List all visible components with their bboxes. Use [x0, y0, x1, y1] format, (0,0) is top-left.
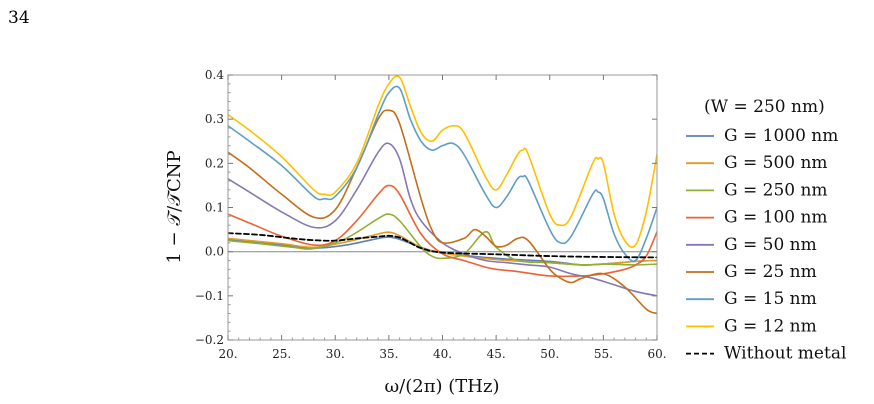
legend: (W = 250 nm) G = 1000 nm G = 500 nm G = 25… [686, 97, 846, 364]
plot-frame [227, 74, 658, 341]
x-tick-label: 25. [272, 347, 291, 361]
legend-label: G = 500 nm [724, 153, 828, 173]
ticks-layer: 20. 25. 30. 35. 40. 45. 50. 55. 60. −0.2 −0.1 0.0 0.… [195, 68, 667, 361]
legend-label: Without metal [724, 344, 846, 364]
y-tick-label: 0.4 [205, 68, 224, 82]
y-tick-label: 0.3 [205, 112, 224, 126]
x-tick-label: 35. [379, 347, 398, 361]
legend-label: G = 50 nm [724, 235, 817, 255]
x-tick-label: 60. [647, 347, 666, 361]
legend-label: G = 1000 nm [724, 126, 838, 146]
legend-label: G = 250 nm [724, 180, 828, 200]
series-line-2 [228, 213, 657, 266]
x-axis-label: ω/(2π) (THz) [384, 376, 499, 397]
y-tick-label: 0.2 [205, 156, 224, 170]
x-tick-label: 55. [594, 347, 613, 361]
legend-label: G = 100 nm [724, 208, 828, 228]
legend-title: (W = 250 nm) [704, 97, 825, 117]
y-tick-label: −0.2 [195, 333, 224, 347]
series-line-0 [228, 236, 657, 266]
series-line-7 [228, 75, 657, 248]
series-line-3 [228, 184, 657, 278]
x-tick-label: 45. [487, 347, 506, 361]
x-tick-label: 50. [540, 347, 559, 361]
x-tick-label: 40. [433, 347, 452, 361]
x-tick-label: 20. [218, 347, 237, 361]
page-number: 34 [8, 8, 30, 28]
legend-label: G = 25 nm [724, 262, 817, 282]
series-line-6 [228, 85, 657, 262]
y-axis-label: 1 − 𝒯/𝒯CNP [164, 150, 185, 263]
series-line-5 [228, 109, 657, 315]
y-tick-label: 0.1 [205, 201, 224, 215]
legend-label: G = 15 nm [724, 289, 817, 309]
y-tick-label: 0.0 [205, 245, 224, 259]
series-line-4 [228, 142, 657, 297]
x-tick-label: 30. [326, 347, 345, 361]
series-line-8 [228, 232, 657, 259]
legend-label: G = 12 nm [724, 316, 817, 336]
y-tick-label: −0.1 [195, 289, 224, 303]
series-layer [228, 75, 657, 315]
series-line-1 [228, 231, 657, 266]
